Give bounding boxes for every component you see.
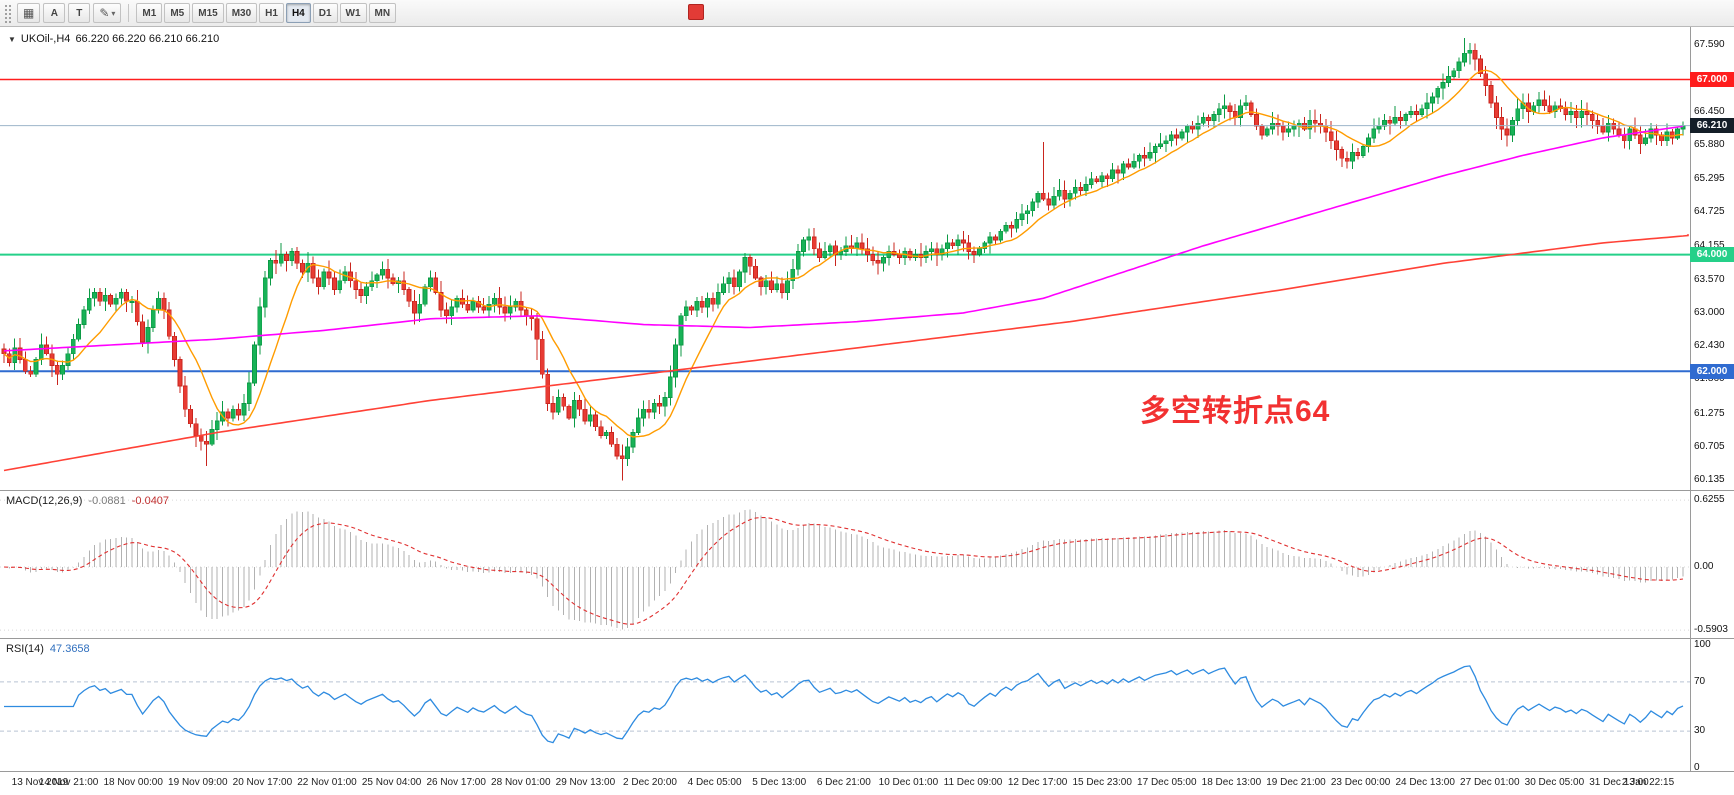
axis-frame[interactable] xyxy=(0,27,1734,795)
timeframe-button-m15[interactable]: M15 xyxy=(192,3,224,23)
cursor-tool-label: A xyxy=(50,7,58,19)
horizontal-lines[interactable] xyxy=(0,78,1690,373)
timeframe-button-mn[interactable]: MN xyxy=(368,3,397,23)
red-indicator[interactable] xyxy=(688,4,704,20)
grid-icon: ▦ xyxy=(23,6,35,20)
pencil-icon: ✎ xyxy=(99,6,110,20)
toolbar: ▦ A T ✎ ▾ M1 M5 M15 M30 H1 H4 D1 W1 MN xyxy=(0,0,1734,27)
timeframe-button-d1[interactable]: D1 xyxy=(312,3,338,23)
timeframe-button-m5[interactable]: M5 xyxy=(164,3,191,23)
macd-histogram xyxy=(8,509,1684,630)
timeframe-button-m1[interactable]: M1 xyxy=(136,3,163,23)
chart-grid-button[interactable]: ▦ xyxy=(17,3,41,23)
chevron-down-icon: ▾ xyxy=(111,8,116,18)
candlesticks xyxy=(1,38,1686,481)
macd-grid xyxy=(0,499,1690,631)
timeframe-button-h4[interactable]: H4 xyxy=(285,3,311,23)
text-tool-label: T xyxy=(76,7,83,19)
timeframe-button-m30[interactable]: M30 xyxy=(225,3,258,23)
timeframe-group: M1 M5 M15 M30 H1 H4 D1 W1 MN xyxy=(136,3,397,23)
cursor-tool-button[interactable]: A xyxy=(43,3,66,23)
rsi-line xyxy=(4,665,1684,744)
text-tool-button[interactable]: T xyxy=(68,3,91,23)
toolbar-grip[interactable] xyxy=(4,3,11,23)
moving-averages xyxy=(3,69,1689,472)
macd-signal-line xyxy=(3,516,1684,625)
draw-tool-button[interactable]: ✎ ▾ xyxy=(93,3,122,23)
timeframe-button-w1[interactable]: W1 xyxy=(339,3,367,23)
rsi-levels xyxy=(0,681,1690,732)
timeframe-button-h1[interactable]: H1 xyxy=(259,3,284,23)
toolbar-separator xyxy=(128,4,130,22)
